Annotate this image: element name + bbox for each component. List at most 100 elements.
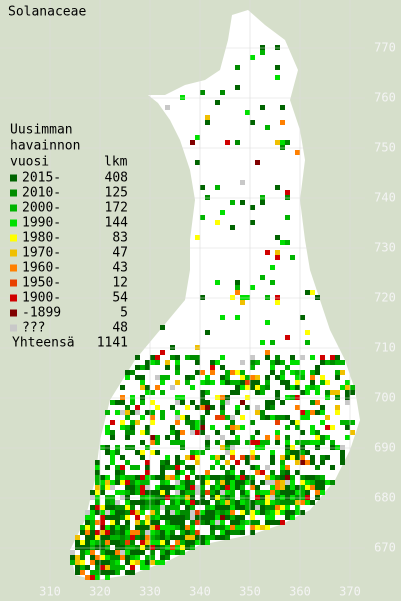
grid-square [285,500,290,505]
grid-square [110,455,115,460]
grid-square [240,485,245,490]
grid-square [95,475,100,480]
grid-square [270,500,275,505]
grid-square [240,490,245,495]
grid-square [280,240,285,245]
grid-square [185,545,190,550]
grid-square [200,540,205,545]
grid-square [175,440,180,445]
grid-square [115,475,120,480]
grid-square [215,500,220,505]
grid-square [120,540,125,545]
grid-square [125,430,130,435]
grid-square [165,530,170,535]
grid-square [185,355,190,360]
grid-square [270,490,275,495]
grid-square [255,410,260,415]
grid-square [130,370,135,375]
grid-square [175,435,180,440]
grid-square [265,385,270,390]
grid-square [270,365,275,370]
grid-square [150,535,155,540]
grid-square [160,530,165,535]
y-tick-label: 770 [374,41,396,55]
grid-square [205,535,210,540]
grid-square [95,470,100,475]
grid-square [210,360,215,365]
grid-square [315,440,320,445]
grid-square [150,450,155,455]
grid-square [150,435,155,440]
grid-square [290,510,295,515]
grid-square [115,535,120,540]
grid-square [145,445,150,450]
grid-square [270,475,275,480]
grid-square [200,185,205,190]
grid-square [155,360,160,365]
grid-square [210,405,215,410]
grid-square [270,400,275,405]
grid-square [155,485,160,490]
grid-square [125,550,130,555]
grid-square [285,140,290,145]
grid-square [275,355,280,360]
map-title: Solanaceae [8,5,86,20]
grid-square [215,510,220,515]
grid-square [230,445,235,450]
grid-square [115,565,120,570]
grid-square [145,520,150,525]
grid-square [250,515,255,520]
grid-square [115,445,120,450]
grid-square [290,255,295,260]
grid-square [190,470,195,475]
grid-square [235,380,240,385]
legend-label: -1899 [22,306,61,321]
grid-square [160,535,165,540]
grid-square [130,480,135,485]
grid-square [255,405,260,410]
grid-square [130,570,135,575]
grid-square [265,350,270,355]
grid-square [235,315,240,320]
grid-square [275,510,280,515]
grid-square [110,540,115,545]
grid-square [250,220,255,225]
grid-square [115,450,120,455]
grid-square [180,550,185,555]
grid-square [140,540,145,545]
grid-square [260,275,265,280]
grid-square [90,550,95,555]
grid-square [100,555,105,560]
grid-square [220,520,225,525]
legend-swatch [10,189,17,197]
grid-square [75,540,80,545]
grid-square [290,475,295,480]
grid-square [215,100,220,105]
grid-square [210,495,215,500]
grid-square [125,525,130,530]
grid-square [120,480,125,485]
grid-square [265,525,270,530]
grid-square [250,120,255,125]
grid-square [125,445,130,450]
y-tick-label: 700 [374,391,396,405]
grid-square [140,565,145,570]
grid-square [205,470,210,475]
grid-square [210,530,215,535]
grid-square [275,250,280,255]
grid-square [290,490,295,495]
grid-square [135,520,140,525]
grid-square [130,545,135,550]
grid-square [220,415,225,420]
grid-square [145,470,150,475]
grid-square [200,510,205,515]
grid-square [220,505,225,510]
grid-square [310,455,315,460]
grid-square [160,380,165,385]
grid-square [225,495,230,500]
legend-swatch [10,219,17,227]
grid-square [150,545,155,550]
grid-square [300,390,305,395]
grid-square [180,520,185,525]
grid-square [205,510,210,515]
